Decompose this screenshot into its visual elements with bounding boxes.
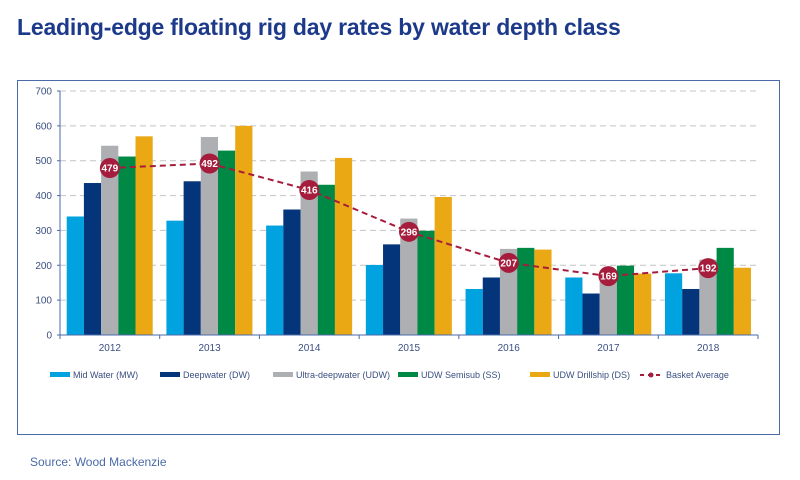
- chart-frame: [17, 80, 780, 435]
- y-tick-label: 600: [35, 121, 52, 132]
- legend-label: Basket Average: [666, 370, 729, 380]
- chart-title: Leading-edge floating rig day rates by w…: [17, 14, 621, 40]
- legend-label: UDW Semisub (SS): [421, 370, 501, 380]
- basket-average-marker: [498, 252, 519, 273]
- basket-average-label: 192: [700, 264, 717, 275]
- y-tick-label: 400: [35, 191, 52, 202]
- legend-label: Ultra-deepwater (UDW): [296, 370, 390, 380]
- basket-average-marker: [598, 266, 619, 287]
- x-tick-label: 2015: [398, 343, 421, 354]
- bar-ultra-deepwater-udw--2014: [300, 171, 318, 335]
- bar-udw-drillship-ds--2013: [235, 125, 253, 335]
- legend-swatch: [160, 372, 180, 377]
- basket-average-marker: [299, 179, 320, 200]
- bar-udw-drillship-ds--2015: [434, 196, 452, 335]
- basket-average-label: 169: [600, 272, 617, 283]
- x-tick-label: 2013: [198, 343, 221, 354]
- bar-ultra-deepwater-udw--2015: [400, 218, 418, 335]
- bar-udw-drillship-ds--2018: [733, 267, 751, 335]
- legend-label: Deepwater (DW): [183, 370, 250, 380]
- y-tick-label: 200: [35, 261, 52, 272]
- y-tick-label: 500: [35, 156, 52, 167]
- y-tick-label: 300: [35, 226, 52, 237]
- basket-average-label: 479: [102, 164, 119, 175]
- legend-swatch: [50, 372, 70, 377]
- basket-average-marker: [99, 158, 120, 179]
- bar-ultra-deepwater-udw--2012: [101, 145, 119, 335]
- legend-swatch: [398, 372, 418, 377]
- basket-average-marker: [399, 221, 419, 242]
- bar-udw-drillship-ds--2012: [135, 136, 153, 335]
- bar-ultra-deepwater-udw--2017: [599, 275, 617, 335]
- bar-udw-drillship-ds--2017: [634, 273, 652, 335]
- x-tick-label: 2014: [298, 343, 321, 354]
- x-tick-label: 2017: [597, 343, 620, 354]
- basket-average-label: 492: [201, 159, 218, 170]
- bar-mid-water-mw--2012: [66, 216, 84, 335]
- legend-swatch: [530, 372, 550, 377]
- legend-label: UDW Drillship (DS): [553, 370, 630, 380]
- bar-deepwater-dw--2016: [482, 277, 500, 335]
- y-tick-label: 0: [46, 331, 52, 342]
- legend-swatch: [273, 372, 293, 377]
- bar-mid-water-mw--2016: [465, 288, 483, 335]
- basket-average-label: 296: [401, 227, 418, 238]
- basket-average-label: 416: [301, 185, 318, 196]
- bar-mid-water-mw--2017: [565, 277, 583, 335]
- basket-average-label: 207: [500, 258, 517, 269]
- x-tick-label: 2016: [498, 343, 521, 354]
- bar-udw-semisub-ss--2014: [317, 184, 335, 335]
- bar-udw-semisub-ss--2012: [118, 156, 136, 335]
- bar-udw-semisub-ss--2018: [716, 247, 734, 335]
- bar-udw-drillship-ds--2016: [534, 249, 552, 335]
- bar-deepwater-dw--2018: [682, 288, 700, 335]
- source-note: Source: Wood Mackenzie: [30, 455, 167, 469]
- bar-mid-water-mw--2015: [365, 264, 384, 335]
- x-tick-label: 2018: [697, 343, 720, 354]
- legend-marker: [648, 372, 654, 378]
- bar-udw-semisub-ss--2013: [218, 150, 236, 335]
- y-tick-label: 700: [35, 87, 52, 98]
- bar-udw-semisub-ss--2015: [417, 230, 435, 335]
- bar-ultra-deepwater-udw--2018: [699, 259, 717, 335]
- bar-deepwater-dw--2017: [582, 293, 600, 335]
- legend-label: Mid Water (MW): [73, 370, 138, 380]
- x-tick-label: 2012: [99, 343, 122, 354]
- y-tick-label: 100: [35, 296, 52, 307]
- bar-mid-water-mw--2013: [166, 220, 184, 335]
- bar-udw-semisub-ss--2016: [517, 247, 535, 335]
- bar-deepwater-dw--2012: [83, 183, 102, 335]
- bar-deepwater-dw--2014: [283, 209, 301, 335]
- bar-deepwater-dw--2013: [183, 181, 201, 335]
- bar-deepwater-dw--2015: [383, 244, 401, 335]
- bar-mid-water-mw--2018: [664, 273, 683, 335]
- basket-average-marker: [199, 153, 220, 174]
- basket-average-marker: [698, 258, 719, 279]
- bar-ultra-deepwater-udw--2013: [200, 137, 219, 335]
- bar-udw-semisub-ss--2017: [616, 265, 635, 335]
- bar-udw-drillship-ds--2014: [334, 157, 353, 335]
- bar-mid-water-mw--2014: [266, 225, 284, 335]
